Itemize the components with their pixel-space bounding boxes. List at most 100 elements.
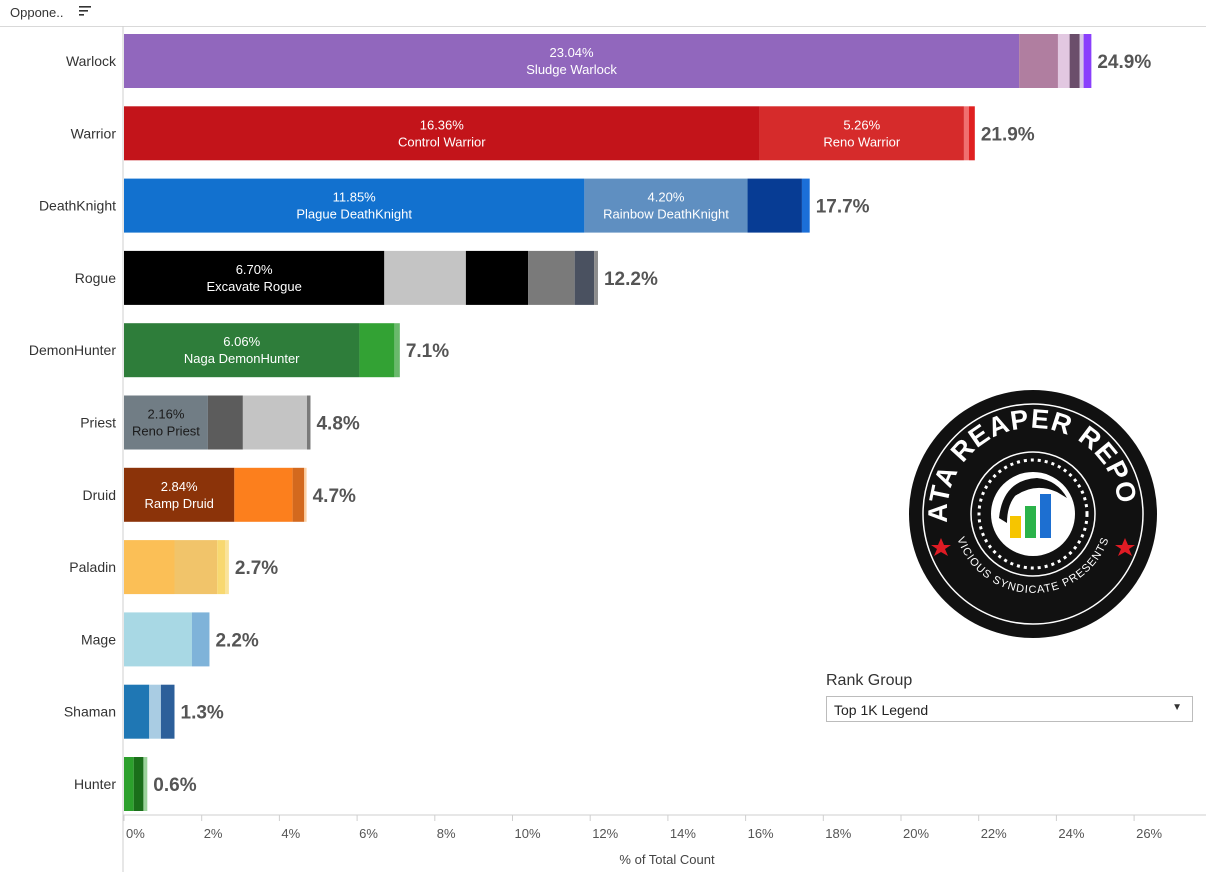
logo-bar-yellow (1010, 516, 1021, 538)
category-label: Shaman (64, 704, 116, 720)
rank-group-filter: Rank Group Top 1K Legend ▼ (826, 672, 1196, 722)
category-label: Warrior (71, 125, 117, 141)
x-tick-label: 0% (126, 826, 145, 841)
segment-percent-label: 16.36% (420, 117, 465, 132)
bar-segment (234, 467, 293, 522)
segment-archetype-label: Excavate Rogue (206, 279, 301, 294)
x-tick-label: 8% (437, 826, 456, 841)
logo-bar-blue (1040, 494, 1051, 538)
bar-segment (1083, 34, 1092, 88)
bar-segment (304, 467, 307, 522)
x-tick-label: 22% (981, 826, 1007, 841)
bar-segment (759, 106, 964, 161)
bar-segment (1079, 34, 1084, 88)
bar-segment (747, 178, 802, 233)
bar-segment (124, 467, 235, 522)
x-axis: 0% 2% 4% 6% 8% 10% 12% 14% 16% 18% 20% 22% 24% 26% (123, 814, 1206, 841)
category-label: Priest (80, 415, 116, 431)
rank-group-dropdown[interactable]: Top 1K Legend ▼ (826, 696, 1193, 722)
sort-icon[interactable] (78, 4, 92, 18)
bar-segment (124, 757, 134, 811)
total-label: 0.6% (153, 775, 196, 796)
rank-group-title: Rank Group (826, 672, 913, 689)
bar-segment (143, 757, 148, 811)
segment-archetype-label: Reno Priest (132, 424, 200, 439)
bar-segment (1057, 34, 1070, 88)
x-tick-label: 26% (1136, 826, 1162, 841)
category-label: Paladin (69, 559, 116, 575)
category-labels: Warlock Warrior DeathKnight Rogue DemonHunte… (29, 53, 117, 792)
x-axis-title: % of Total Count (619, 852, 715, 867)
bar-segment (124, 612, 192, 667)
category-label: Rogue (75, 270, 116, 286)
segment-archetype-label: Plague DeathKnight (296, 207, 412, 222)
total-labels: 24.9% 21.9% 17.7% 12.2% 7.1% 4.8% 4.7% 2.7% 2.2%… (153, 52, 1151, 796)
bar-segment (225, 540, 229, 595)
segment-percent-label: 5.26% (843, 117, 880, 132)
segment-percent-label: 2.16% (148, 407, 185, 422)
segment-archetype-label: Reno Warrior (823, 134, 900, 149)
x-tick-label: 6% (359, 826, 378, 841)
bar-segment (306, 395, 311, 450)
total-label: 12.2% (604, 269, 658, 290)
bars: 23.04% Sludge Warlock 16.36% Control Warrio… (124, 34, 1092, 811)
bar-segment (133, 757, 144, 811)
segment-archetype-label: Sludge Warlock (526, 62, 617, 77)
bar-segment (124, 395, 208, 450)
x-tick-label: 12% (592, 826, 618, 841)
x-tick-label: 2% (204, 826, 223, 841)
segment-archetype-label: Control Warrior (398, 134, 486, 149)
x-tick-label: 20% (903, 826, 929, 841)
logo-reaper-hood (999, 478, 1067, 523)
bar-segment (149, 684, 161, 739)
bar-segment (124, 540, 175, 595)
x-tick-label: 18% (825, 826, 851, 841)
bar-segment (160, 684, 175, 739)
x-tick-label: 16% (748, 826, 774, 841)
total-label: 7.1% (406, 341, 449, 362)
segment-archetype-label: Rainbow DeathKnight (603, 207, 729, 222)
bar-segment (124, 34, 1020, 88)
segment-archetype-label: Ramp Druid (144, 496, 213, 511)
bar-segment (174, 540, 218, 595)
segment-percent-label: 23.04% (550, 45, 595, 60)
bar-segment (124, 250, 385, 305)
rank-group-selected-value: Top 1K Legend (834, 702, 929, 718)
bar-segment (1069, 34, 1080, 88)
total-label: 2.2% (215, 630, 258, 651)
bar-segment (359, 323, 395, 378)
bar-segment (528, 250, 575, 305)
total-label: 1.3% (181, 703, 224, 724)
bar-segment (574, 250, 595, 305)
bar-segment (584, 178, 748, 233)
dropdown-arrow-icon[interactable]: ▼ (1172, 702, 1182, 713)
bar-segment (801, 178, 810, 233)
sheet-header: Oppone.. (0, 0, 1206, 27)
bar-segment (217, 540, 226, 595)
x-tick-label: 14% (670, 826, 696, 841)
bar-segment (124, 323, 360, 378)
segment-archetype-label: Naga DemonHunter (184, 351, 300, 366)
bar-segment (207, 395, 243, 450)
bar-segment (191, 612, 210, 667)
bar-segment (1019, 34, 1058, 88)
segment-percent-label: 2.84% (161, 479, 198, 494)
x-tick-label: 24% (1058, 826, 1084, 841)
segment-percent-label: 6.06% (223, 334, 260, 349)
bar-segment (384, 250, 466, 305)
total-label: 4.7% (313, 486, 356, 507)
bar-segment (124, 178, 585, 233)
segment-percent-label: 6.70% (236, 262, 273, 277)
logo-star-right (1115, 538, 1135, 556)
bar-segment (968, 106, 975, 161)
logo-bar-green (1025, 506, 1036, 538)
bar-segment (394, 323, 400, 378)
total-label: 2.7% (235, 558, 278, 579)
logo-star-left (931, 538, 951, 556)
total-label: 21.9% (981, 124, 1035, 145)
bar-segment (465, 250, 529, 305)
data-reaper-report-logo: DATA REAPER REPORT VICIOUS SYNDICATE PRE… (907, 388, 1157, 638)
total-label: 17.7% (816, 197, 870, 218)
bar-segment (124, 106, 760, 161)
